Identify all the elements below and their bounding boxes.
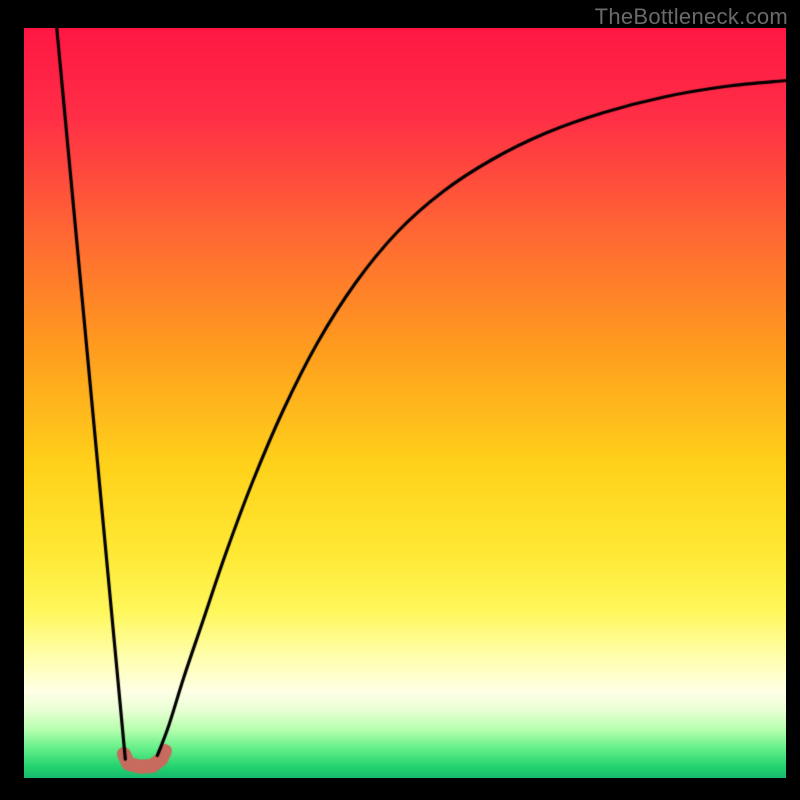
plot-area <box>24 28 786 778</box>
watermark-text: TheBottleneck.com <box>595 4 788 30</box>
bottleneck-curve <box>24 28 786 778</box>
chart-frame: TheBottleneck.com <box>0 0 800 800</box>
